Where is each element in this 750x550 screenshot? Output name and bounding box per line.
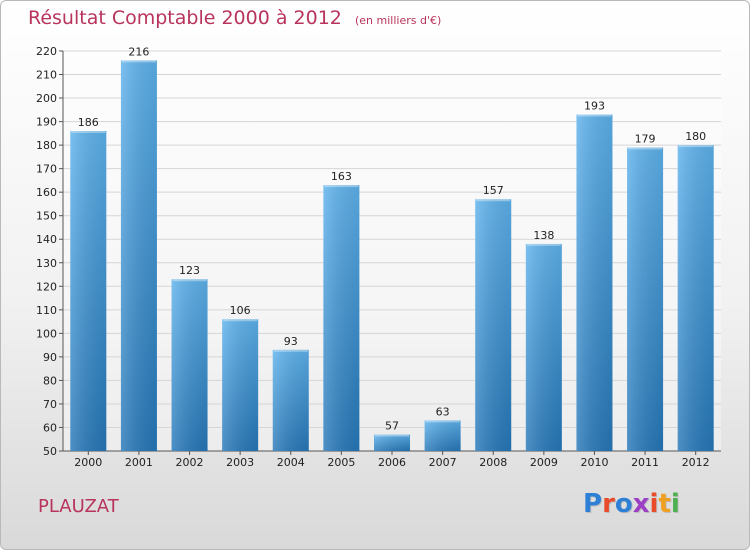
x-tick-label: 2009 [530, 456, 558, 469]
y-tick-label: 60 [43, 421, 57, 434]
proxiti-logo: Proxiti [583, 489, 680, 519]
x-tick-label: 2006 [378, 456, 406, 469]
bar-highlight [172, 279, 207, 282]
bar-value-label: 179 [635, 132, 656, 145]
logo-letter: t [658, 489, 671, 519]
bar-shading [323, 185, 360, 451]
y-tick-label: 120 [36, 280, 57, 293]
logo-letter: r [602, 489, 615, 519]
logo-letter: x [632, 489, 650, 519]
y-tick-label: 50 [43, 445, 57, 458]
bar-shading [272, 349, 309, 451]
x-tick-label: 2001 [125, 456, 153, 469]
x-tick-label: 2007 [429, 456, 457, 469]
bar-value-label: 193 [584, 100, 605, 113]
bar-shading [120, 60, 157, 451]
bar-highlight [628, 147, 663, 150]
y-tick-label: 170 [36, 163, 57, 176]
bar-shading [475, 199, 512, 451]
chart-subtitle: (en milliers d'€) [354, 14, 442, 27]
y-tick-label: 70 [43, 398, 57, 411]
bar-value-label: 93 [284, 335, 298, 348]
chart-header: Résultat Comptable 2000 à 2012 (en milli… [28, 7, 441, 29]
bar-shading [525, 243, 562, 451]
bar-highlight [223, 319, 258, 322]
x-tick-label: 2010 [580, 456, 608, 469]
bar-value-label: 63 [436, 405, 450, 418]
bar-highlight [678, 145, 713, 148]
bar-highlight [577, 114, 612, 117]
plot-area [63, 51, 721, 451]
bar-shading [171, 279, 208, 451]
y-tick-label: 130 [36, 257, 57, 270]
bar-value-label: 216 [128, 45, 149, 58]
x-tick-label: 2003 [226, 456, 254, 469]
y-tick-label: 100 [36, 327, 57, 340]
bar-shading [677, 145, 714, 451]
bar-shading [374, 434, 410, 451]
bar-value-label: 157 [483, 184, 504, 197]
logo-letter: i [649, 489, 659, 519]
bar-value-label: 106 [230, 304, 251, 317]
bar-value-label: 186 [78, 116, 99, 129]
y-tick-label: 150 [36, 210, 57, 223]
x-tick-label: 2004 [277, 456, 305, 469]
y-tick-label: 200 [36, 92, 57, 105]
x-tick-label: 2000 [74, 456, 102, 469]
bar-highlight [324, 185, 359, 188]
logo-letter: i [670, 489, 680, 519]
y-tick-label: 160 [36, 186, 57, 199]
y-tick-label: 140 [36, 233, 57, 246]
bar-value-label: 163 [331, 170, 352, 183]
y-tick-label: 180 [36, 139, 57, 152]
x-tick-label: 2012 [682, 456, 710, 469]
bar-value-label: 57 [385, 420, 399, 433]
y-tick-label: 110 [36, 304, 57, 317]
logo-letter: o [614, 489, 633, 519]
y-tick-label: 210 [36, 69, 57, 82]
x-tick-label: 2011 [631, 456, 659, 469]
bar-value-label: 180 [685, 130, 706, 143]
x-tick-label: 2002 [176, 456, 204, 469]
bar-highlight [375, 434, 409, 437]
y-tick-label: 90 [43, 351, 57, 364]
x-tick-label: 2005 [327, 456, 355, 469]
logo-letter: P [583, 489, 603, 519]
bar-shading [70, 131, 107, 451]
x-tick-label: 2008 [479, 456, 507, 469]
chart-title: Résultat Comptable 2000 à 2012 [28, 7, 342, 29]
bar-highlight [273, 349, 308, 352]
bar-highlight [121, 60, 156, 63]
y-tick-label: 80 [43, 374, 57, 387]
bar-shading [424, 420, 461, 451]
bar-value-label: 123 [179, 264, 200, 277]
bar-shading [576, 114, 613, 451]
bar-highlight [71, 131, 106, 133]
bar-highlight [476, 199, 511, 202]
bar-value-label: 138 [533, 229, 554, 242]
y-tick-label: 190 [36, 116, 57, 129]
location-label: PLAUZAT [38, 496, 119, 517]
bar-shading [222, 319, 259, 451]
bar-highlight [425, 420, 460, 423]
bar-highlight [526, 243, 561, 246]
bar-shading [627, 147, 664, 451]
y-tick-label: 220 [36, 45, 57, 58]
